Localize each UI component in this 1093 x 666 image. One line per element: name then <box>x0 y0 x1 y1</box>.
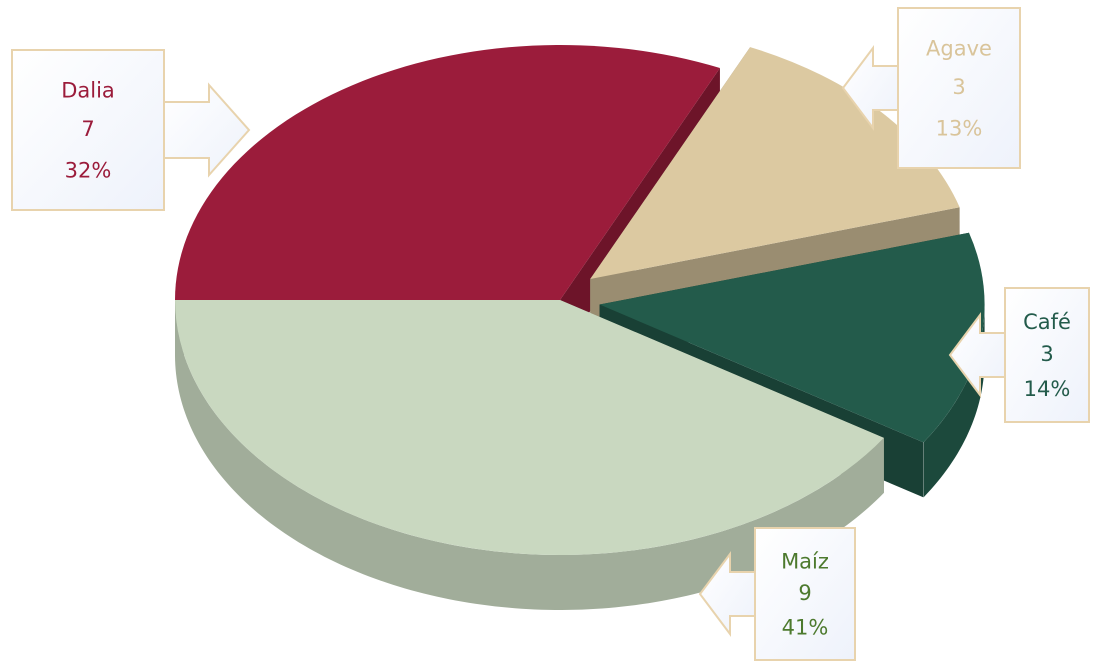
callout-arrow <box>698 551 756 637</box>
callout-box <box>897 7 1021 169</box>
callout: Maíz 9 41% <box>698 527 856 661</box>
callout-arrow <box>163 82 251 178</box>
callout: Agave 3 13% <box>841 7 1021 169</box>
callout-arrow <box>841 45 899 131</box>
slice-wall <box>923 302 985 498</box>
pie-slice <box>175 300 884 555</box>
percent-label: 14% <box>1024 377 1071 401</box>
callout: Dalia 7 32% <box>11 49 251 211</box>
callout-box <box>754 527 856 661</box>
value-label: 3 <box>952 75 965 99</box>
callout: Café 3 14% <box>948 287 1090 423</box>
category-label: Maíz <box>781 549 829 573</box>
category-label: Café <box>1023 310 1071 334</box>
percent-label: 41% <box>782 615 829 639</box>
percent-label: 32% <box>65 159 112 183</box>
category-label: Agave <box>926 37 992 61</box>
pie-slice <box>599 232 985 443</box>
category-label: Dalia <box>61 79 115 103</box>
callout-arrow <box>948 312 1006 398</box>
value-label: 3 <box>1040 342 1053 366</box>
slice-wall <box>175 301 884 610</box>
callout-box <box>1004 287 1090 423</box>
value-label: 9 <box>798 581 811 605</box>
callout-box <box>11 49 165 211</box>
pie-slice <box>175 45 720 300</box>
value-label: 7 <box>81 117 94 141</box>
percent-label: 13% <box>936 117 983 141</box>
